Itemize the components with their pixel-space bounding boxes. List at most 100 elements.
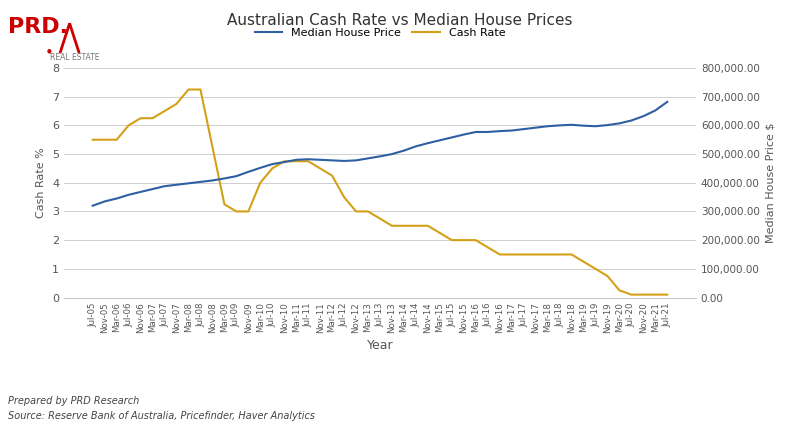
Cash Rate	[267, 166, 277, 171]
Median House Price	[399, 148, 409, 153]
Cash Rate	[507, 252, 517, 257]
Cash Rate	[471, 238, 481, 243]
Median House Price	[519, 127, 529, 132]
Median House Price	[662, 99, 672, 105]
Cash Rate	[351, 209, 361, 214]
Text: Prepared by PRD Research: Prepared by PRD Research	[8, 396, 139, 406]
Cash Rate	[231, 209, 241, 214]
Median House Price	[279, 159, 289, 164]
Cash Rate	[88, 137, 98, 142]
Cash Rate	[243, 209, 253, 214]
Cash Rate	[196, 87, 206, 92]
Cash Rate	[542, 252, 552, 257]
Cash Rate	[375, 216, 385, 221]
Line: Cash Rate: Cash Rate	[93, 90, 667, 295]
Cash Rate	[614, 288, 624, 293]
Median House Price	[531, 125, 541, 130]
Text: Source: Reserve Bank of Australia, Pricefinder, Haver Analytics: Source: Reserve Bank of Australia, Price…	[8, 411, 315, 421]
Cash Rate	[172, 101, 182, 106]
Cash Rate	[531, 252, 541, 257]
Cash Rate	[399, 223, 409, 228]
Cash Rate	[315, 166, 325, 171]
Median House Price	[483, 130, 493, 135]
Median House Price	[172, 182, 182, 187]
Median House Price	[243, 169, 253, 174]
Cash Rate	[650, 292, 660, 297]
Median House Price	[602, 122, 612, 128]
Median House Price	[88, 203, 98, 208]
Cash Rate	[184, 87, 194, 92]
Cash Rate	[387, 223, 397, 228]
Median House Price	[136, 190, 146, 195]
Cash Rate	[279, 159, 289, 164]
Cash Rate	[339, 195, 349, 200]
Median House Price	[387, 152, 397, 157]
Median House Price	[339, 159, 349, 164]
Median House Price	[459, 132, 469, 137]
Cash Rate	[602, 273, 612, 278]
Median House Price	[447, 135, 457, 140]
Cash Rate	[459, 238, 469, 243]
Cash Rate	[303, 159, 313, 164]
Cash Rate	[255, 180, 265, 185]
Cash Rate	[327, 173, 337, 178]
Cash Rate	[160, 108, 170, 113]
Text: REAL ESTATE: REAL ESTATE	[50, 53, 99, 62]
Median House Price	[495, 128, 505, 133]
Median House Price	[626, 118, 636, 123]
Cash Rate	[495, 252, 505, 257]
Median House Price	[112, 196, 122, 201]
Cash Rate	[566, 252, 576, 257]
Median House Price	[196, 179, 206, 184]
Median House Price	[231, 173, 241, 178]
Median House Price	[351, 158, 361, 163]
Cash Rate	[554, 252, 564, 257]
Median House Price	[291, 157, 301, 162]
Median House Price	[327, 158, 337, 163]
Median House Price	[614, 121, 624, 126]
Median House Price	[554, 123, 564, 128]
Legend: Median House Price, Cash Rate: Median House Price, Cash Rate	[250, 23, 510, 42]
Median House Price	[219, 176, 229, 181]
Median House Price	[315, 157, 325, 162]
Cash Rate	[363, 209, 373, 214]
Text: Australian Cash Rate vs Median House Prices: Australian Cash Rate vs Median House Pri…	[227, 13, 573, 28]
Cash Rate	[411, 223, 421, 228]
Cash Rate	[590, 266, 600, 272]
Cash Rate	[124, 123, 134, 128]
Cash Rate	[519, 252, 529, 257]
Median House Price	[435, 138, 445, 143]
Cash Rate	[112, 137, 122, 142]
Median House Price	[184, 181, 194, 186]
Line: Median House Price: Median House Price	[93, 102, 667, 206]
Cash Rate	[291, 159, 301, 164]
Cash Rate	[148, 116, 158, 121]
Median House Price	[363, 156, 373, 161]
Median House Price	[638, 113, 648, 119]
Median House Price	[375, 154, 385, 159]
X-axis label: Year: Year	[366, 339, 394, 351]
Median House Price	[578, 123, 588, 128]
Median House Price	[507, 128, 517, 133]
Cash Rate	[662, 292, 672, 297]
Cash Rate	[219, 202, 229, 207]
Cash Rate	[435, 230, 445, 235]
Cash Rate	[100, 137, 110, 142]
Cash Rate	[578, 259, 588, 264]
Median House Price	[590, 124, 600, 129]
Y-axis label: Median House Price $: Median House Price $	[766, 122, 775, 243]
Median House Price	[124, 192, 134, 197]
Text: ●: ●	[47, 49, 52, 54]
Median House Price	[100, 199, 110, 204]
Cash Rate	[638, 292, 648, 297]
Median House Price	[160, 184, 170, 189]
Median House Price	[542, 124, 552, 129]
Median House Price	[411, 144, 421, 149]
Y-axis label: Cash Rate %: Cash Rate %	[37, 147, 46, 218]
Median House Price	[148, 187, 158, 192]
Median House Price	[423, 141, 433, 146]
Median House Price	[566, 122, 576, 128]
Text: PRD.: PRD.	[8, 17, 68, 37]
Median House Price	[208, 178, 218, 183]
Median House Price	[303, 157, 313, 162]
